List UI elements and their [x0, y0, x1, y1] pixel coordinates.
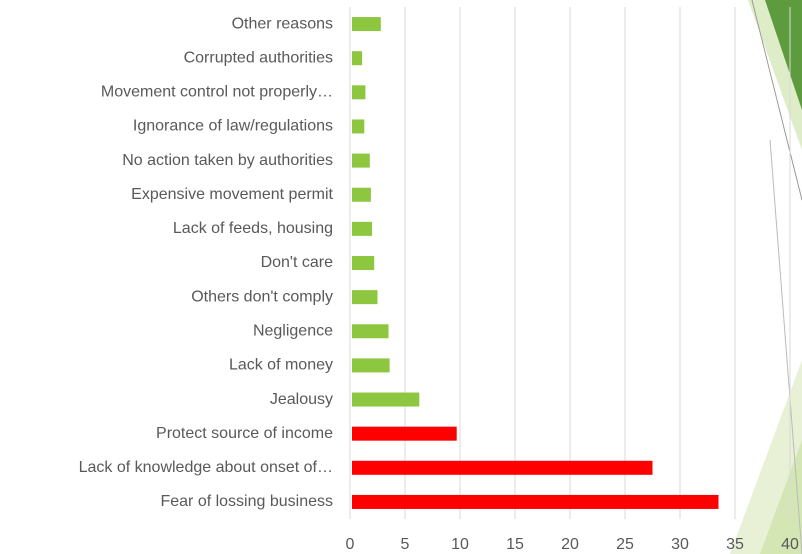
- x-tick-label: 30: [671, 536, 689, 553]
- bar: [352, 119, 365, 134]
- y-tick-label: Don't care: [261, 254, 334, 271]
- x-tick-label: 40: [781, 536, 799, 553]
- bar: [352, 187, 371, 202]
- y-tick-label: Others don't comply: [191, 288, 333, 305]
- x-tick-label: 10: [451, 536, 469, 553]
- bar: [352, 460, 653, 475]
- y-tick-label: No action taken by authorities: [122, 152, 333, 169]
- bar: [352, 358, 390, 373]
- y-tick-label: Ignorance of law/regulations: [133, 118, 333, 135]
- bar: [352, 290, 378, 305]
- y-tick-label: Lack of money: [229, 357, 333, 374]
- y-tick-label: Corrupted authorities: [184, 49, 333, 66]
- y-tick-label: Lack of knowledge about onset of…: [79, 459, 333, 476]
- bar: [352, 426, 457, 441]
- decoration: [730, 0, 802, 554]
- bar: [352, 153, 370, 168]
- y-tick-label: Movement control not properly…: [101, 84, 333, 101]
- y-tick-label: Protect source of income: [156, 425, 333, 442]
- bar: [352, 494, 719, 509]
- x-tick-label: 35: [726, 536, 744, 553]
- y-tick-label: Expensive movement permit: [131, 186, 333, 203]
- bar: [352, 324, 389, 339]
- y-tick-label: Fear of lossing business: [160, 493, 333, 510]
- bar: [352, 51, 363, 66]
- decor-shape: [760, 440, 802, 554]
- bar: [352, 392, 420, 407]
- x-tick-label: 25: [616, 536, 634, 553]
- x-tick-label: 20: [561, 536, 579, 553]
- bar: [352, 256, 375, 270]
- bar: [352, 221, 372, 236]
- bar: [352, 85, 366, 100]
- y-tick-label: Other reasons: [232, 15, 333, 32]
- decor-shape: [765, 0, 802, 110]
- decor-line: [769, 139, 802, 554]
- x-tick-label: 15: [506, 536, 524, 553]
- decor-line: [751, 0, 802, 201]
- x-tick-label: 0: [346, 536, 355, 553]
- y-tick-label: Lack of feeds, housing: [173, 220, 333, 237]
- y-tick-label: Negligence: [253, 322, 333, 339]
- bar: [352, 17, 381, 32]
- x-tick-label: 5: [401, 536, 410, 553]
- y-tick-label: Jealousy: [270, 391, 333, 408]
